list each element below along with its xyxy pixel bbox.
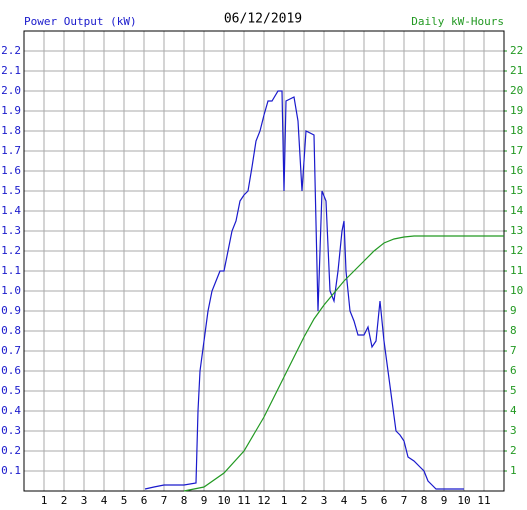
y2-tick-label: 20 bbox=[510, 84, 523, 97]
x-tick-label: 11 bbox=[477, 494, 490, 507]
series-line bbox=[183, 235, 504, 492]
x-tick-label: 5 bbox=[121, 494, 128, 507]
y-tick-label: 1.7 bbox=[1, 144, 21, 157]
y2-tick-label: 15 bbox=[510, 184, 523, 197]
x-tick-label: 1 bbox=[41, 494, 48, 507]
x-tick-label: 9 bbox=[201, 494, 208, 507]
x-tick-label: 7 bbox=[161, 494, 168, 507]
y2-tick-label: 5 bbox=[510, 384, 517, 397]
y2-tick-label: 16 bbox=[510, 164, 523, 177]
y2-tick-label: 10 bbox=[510, 284, 523, 297]
y2-tick-label: 17 bbox=[510, 144, 523, 157]
y2-tick-label: 9 bbox=[510, 304, 517, 317]
x-tick-label: 11 bbox=[237, 494, 250, 507]
x-tick-label: 7 bbox=[401, 494, 408, 507]
y-tick-label: 1.5 bbox=[1, 184, 21, 197]
x-tick-label: 6 bbox=[381, 494, 388, 507]
y2-tick-label: 14 bbox=[510, 204, 524, 217]
y-tick-label: 0.2 bbox=[1, 444, 21, 457]
y-tick-label: 2.2 bbox=[1, 44, 21, 57]
x-tick-label: 2 bbox=[61, 494, 68, 507]
plot-border bbox=[23, 30, 505, 492]
x-tick-label: 3 bbox=[321, 494, 328, 507]
y-tick-label: 1.9 bbox=[1, 104, 21, 117]
y2-tick-label: 4 bbox=[510, 404, 517, 417]
y-tick-label: 0.6 bbox=[1, 364, 21, 377]
y2-tick-label: 2 bbox=[510, 444, 517, 457]
y-tick-label: 1.3 bbox=[1, 224, 21, 237]
y-tick-label: 2.1 bbox=[1, 64, 21, 77]
y2-tick-label: 6 bbox=[510, 364, 517, 377]
y-tick-label: 1.1 bbox=[1, 264, 21, 277]
series-line bbox=[144, 90, 464, 490]
chart-title: 06/12/2019 bbox=[224, 12, 302, 27]
y-tick-label: 1.6 bbox=[1, 164, 21, 177]
y2-axis-label: Daily kW-Hours bbox=[411, 15, 504, 28]
y2-tick-label: 21 bbox=[510, 64, 523, 77]
y-tick-label: 0.7 bbox=[1, 344, 21, 357]
x-tick-label: 9 bbox=[441, 494, 448, 507]
x-tick-label: 4 bbox=[101, 494, 108, 507]
y2-tick-label: 19 bbox=[510, 104, 523, 117]
x-tick-label: 8 bbox=[181, 494, 188, 507]
x-tick-label: 6 bbox=[141, 494, 148, 507]
x-tick-label: 12 bbox=[257, 494, 270, 507]
y-tick-label: 2.0 bbox=[1, 84, 21, 97]
y-tick-label: 1.0 bbox=[1, 284, 21, 297]
y-axis-label: Power Output (kW) bbox=[24, 15, 137, 28]
y-tick-label: 1.4 bbox=[1, 204, 21, 217]
y2-tick-label: 7 bbox=[510, 344, 517, 357]
x-tick-label: 3 bbox=[81, 494, 88, 507]
y2-tick-label: 8 bbox=[510, 324, 517, 337]
x-tick-label: 1 bbox=[281, 494, 288, 507]
x-tick-label: 10 bbox=[217, 494, 230, 507]
x-tick-label: 8 bbox=[421, 494, 428, 507]
x-tick-label: 5 bbox=[361, 494, 368, 507]
y2-tick-label: 1 bbox=[510, 464, 517, 477]
y-tick-label: 0.8 bbox=[1, 324, 21, 337]
y-tick-label: 1.8 bbox=[1, 124, 21, 137]
y2-tick-label: 3 bbox=[510, 424, 517, 437]
y-tick-label: 0.5 bbox=[1, 384, 21, 397]
y2-tick-label: 18 bbox=[510, 124, 523, 137]
y-tick-label: 0.9 bbox=[1, 304, 21, 317]
y-tick-label: 1.2 bbox=[1, 244, 21, 257]
y2-tick-label: 12 bbox=[510, 244, 523, 257]
y2-tick-label: 13 bbox=[510, 224, 523, 237]
x-tick-label: 2 bbox=[301, 494, 308, 507]
y-tick-label: 0.3 bbox=[1, 424, 21, 437]
y2-tick-label: 11 bbox=[510, 264, 523, 277]
y-tick-label: 0.1 bbox=[1, 464, 21, 477]
y2-tick-label: 22 bbox=[510, 44, 523, 57]
x-tick-label: 10 bbox=[457, 494, 470, 507]
x-tick-label: 4 bbox=[341, 494, 348, 507]
y-tick-label: 0.4 bbox=[1, 404, 21, 417]
